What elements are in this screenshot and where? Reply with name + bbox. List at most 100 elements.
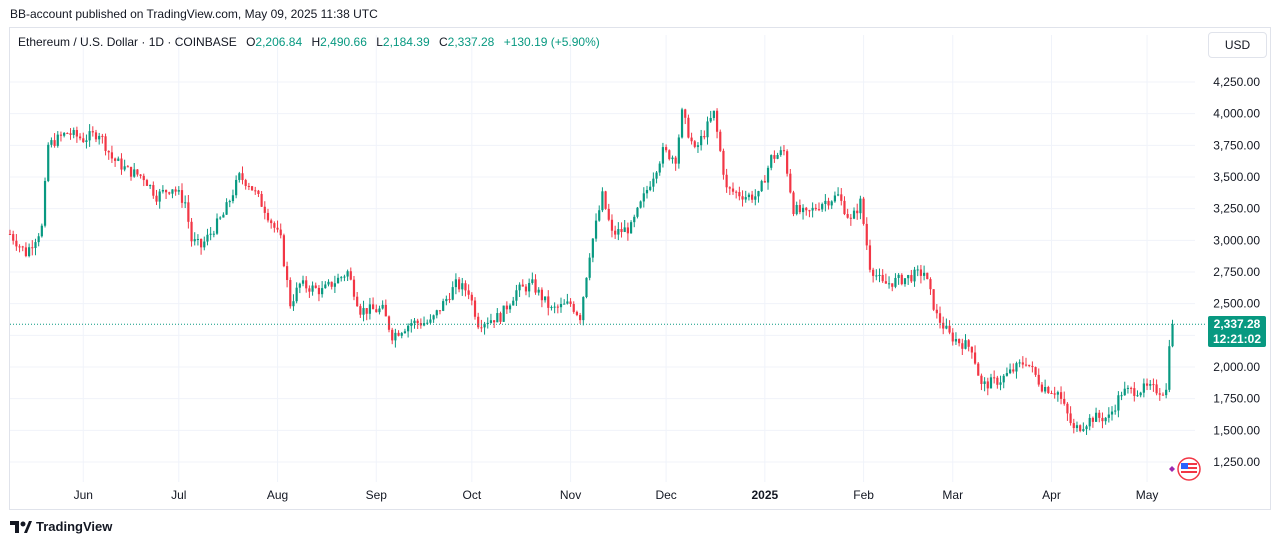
candle-body [945, 325, 948, 329]
candle-body [403, 331, 407, 334]
candle-body [1142, 383, 1145, 393]
candle-body [751, 194, 754, 200]
candle-body [754, 196, 757, 200]
high-value: 2,490.66 [320, 35, 367, 49]
time-tick-label: Nov [560, 488, 581, 502]
candle-body [174, 189, 177, 192]
candle-body [903, 278, 907, 285]
price-tick-label: 1,750.00 [1213, 392, 1260, 406]
time-tick-label: Oct [462, 488, 481, 502]
candle-body [371, 304, 375, 310]
candle-body [843, 200, 846, 215]
candle-body [582, 297, 585, 321]
candle-body [840, 194, 843, 201]
symbol-label[interactable]: Ethereum / U.S. Dollar · 1D · COINBASE [18, 35, 237, 49]
candle-body [375, 309, 378, 313]
candle-body [1149, 384, 1152, 386]
candle-body [572, 304, 575, 312]
candle-body [104, 136, 107, 151]
us-flag-icon[interactable] [1163, 457, 1203, 483]
candle-body [1031, 365, 1034, 368]
candle-body [763, 181, 766, 183]
candle-body [967, 340, 970, 347]
candle-body [276, 227, 279, 230]
candle-body [1098, 412, 1101, 418]
candle-body [604, 191, 607, 209]
candle-body [43, 180, 47, 226]
candle-body [1075, 425, 1079, 429]
candle-body [1034, 367, 1037, 375]
candle-body [352, 279, 356, 297]
candle-body [505, 305, 508, 310]
candle-body [464, 283, 467, 291]
candle-body [285, 266, 289, 281]
change-value: +130.19 (+5.90%) [503, 35, 600, 49]
candle-body [547, 296, 550, 308]
candle-body [766, 167, 770, 183]
candle-body [247, 185, 250, 187]
candle-body [1037, 374, 1040, 385]
candle-body [69, 133, 72, 135]
candle-body [1133, 388, 1136, 396]
candle-body [72, 130, 75, 135]
candle-body [938, 313, 942, 323]
candle-body [935, 309, 938, 314]
candle-body [489, 320, 493, 323]
tradingview-logo[interactable]: TradingView [10, 519, 112, 534]
candle-body [665, 147, 668, 151]
candle-body [569, 301, 572, 305]
candle-body [706, 121, 709, 138]
candle-body [133, 169, 136, 177]
grid-lines [10, 35, 1195, 482]
candle-body [614, 230, 617, 235]
candle-body [980, 375, 983, 384]
candle-body [989, 377, 993, 389]
candle-body [24, 247, 28, 257]
candle-body [152, 185, 155, 196]
candle-body [610, 219, 614, 231]
candle-body [1050, 393, 1053, 395]
candle-body [155, 195, 158, 202]
last-price-label: 2,337.28 [1213, 317, 1261, 331]
candle-body [448, 298, 451, 300]
candle-body [410, 323, 413, 326]
candle-body [668, 150, 671, 160]
candle-body [1155, 384, 1158, 394]
candle-body [808, 210, 811, 212]
currency-button[interactable]: USD [1208, 32, 1267, 58]
candle-body [566, 301, 569, 304]
candle-body [378, 308, 381, 313]
candle-body [916, 269, 919, 271]
candle-body [1104, 417, 1107, 422]
candle-body [333, 283, 336, 287]
price-tick-label: 1,500.00 [1213, 423, 1260, 437]
time-tick-label: Aug [267, 488, 288, 502]
candle-body [123, 166, 126, 170]
candle-body [15, 240, 18, 247]
candle-body [907, 275, 910, 279]
candle-body [292, 301, 295, 307]
candle-body [856, 210, 859, 214]
candle-body [18, 246, 21, 248]
candle-body [37, 236, 40, 243]
candle-body [798, 204, 801, 213]
candle-body [53, 140, 56, 146]
candle-body [782, 150, 786, 152]
candle-body [499, 313, 502, 322]
candle-body [849, 217, 852, 219]
candle-body [642, 193, 645, 202]
candle-body [222, 214, 225, 218]
candle-body [1069, 413, 1072, 424]
candle-body [550, 307, 553, 309]
candle-body [317, 287, 321, 295]
candle-body [50, 140, 53, 145]
candle-body [579, 315, 582, 321]
candle-body [120, 158, 123, 170]
candle-body [1012, 369, 1015, 372]
candle-body [117, 158, 120, 161]
candle-body [715, 110, 719, 132]
candle-body [814, 207, 817, 210]
candle-body [553, 306, 556, 308]
candle-body [158, 191, 161, 202]
